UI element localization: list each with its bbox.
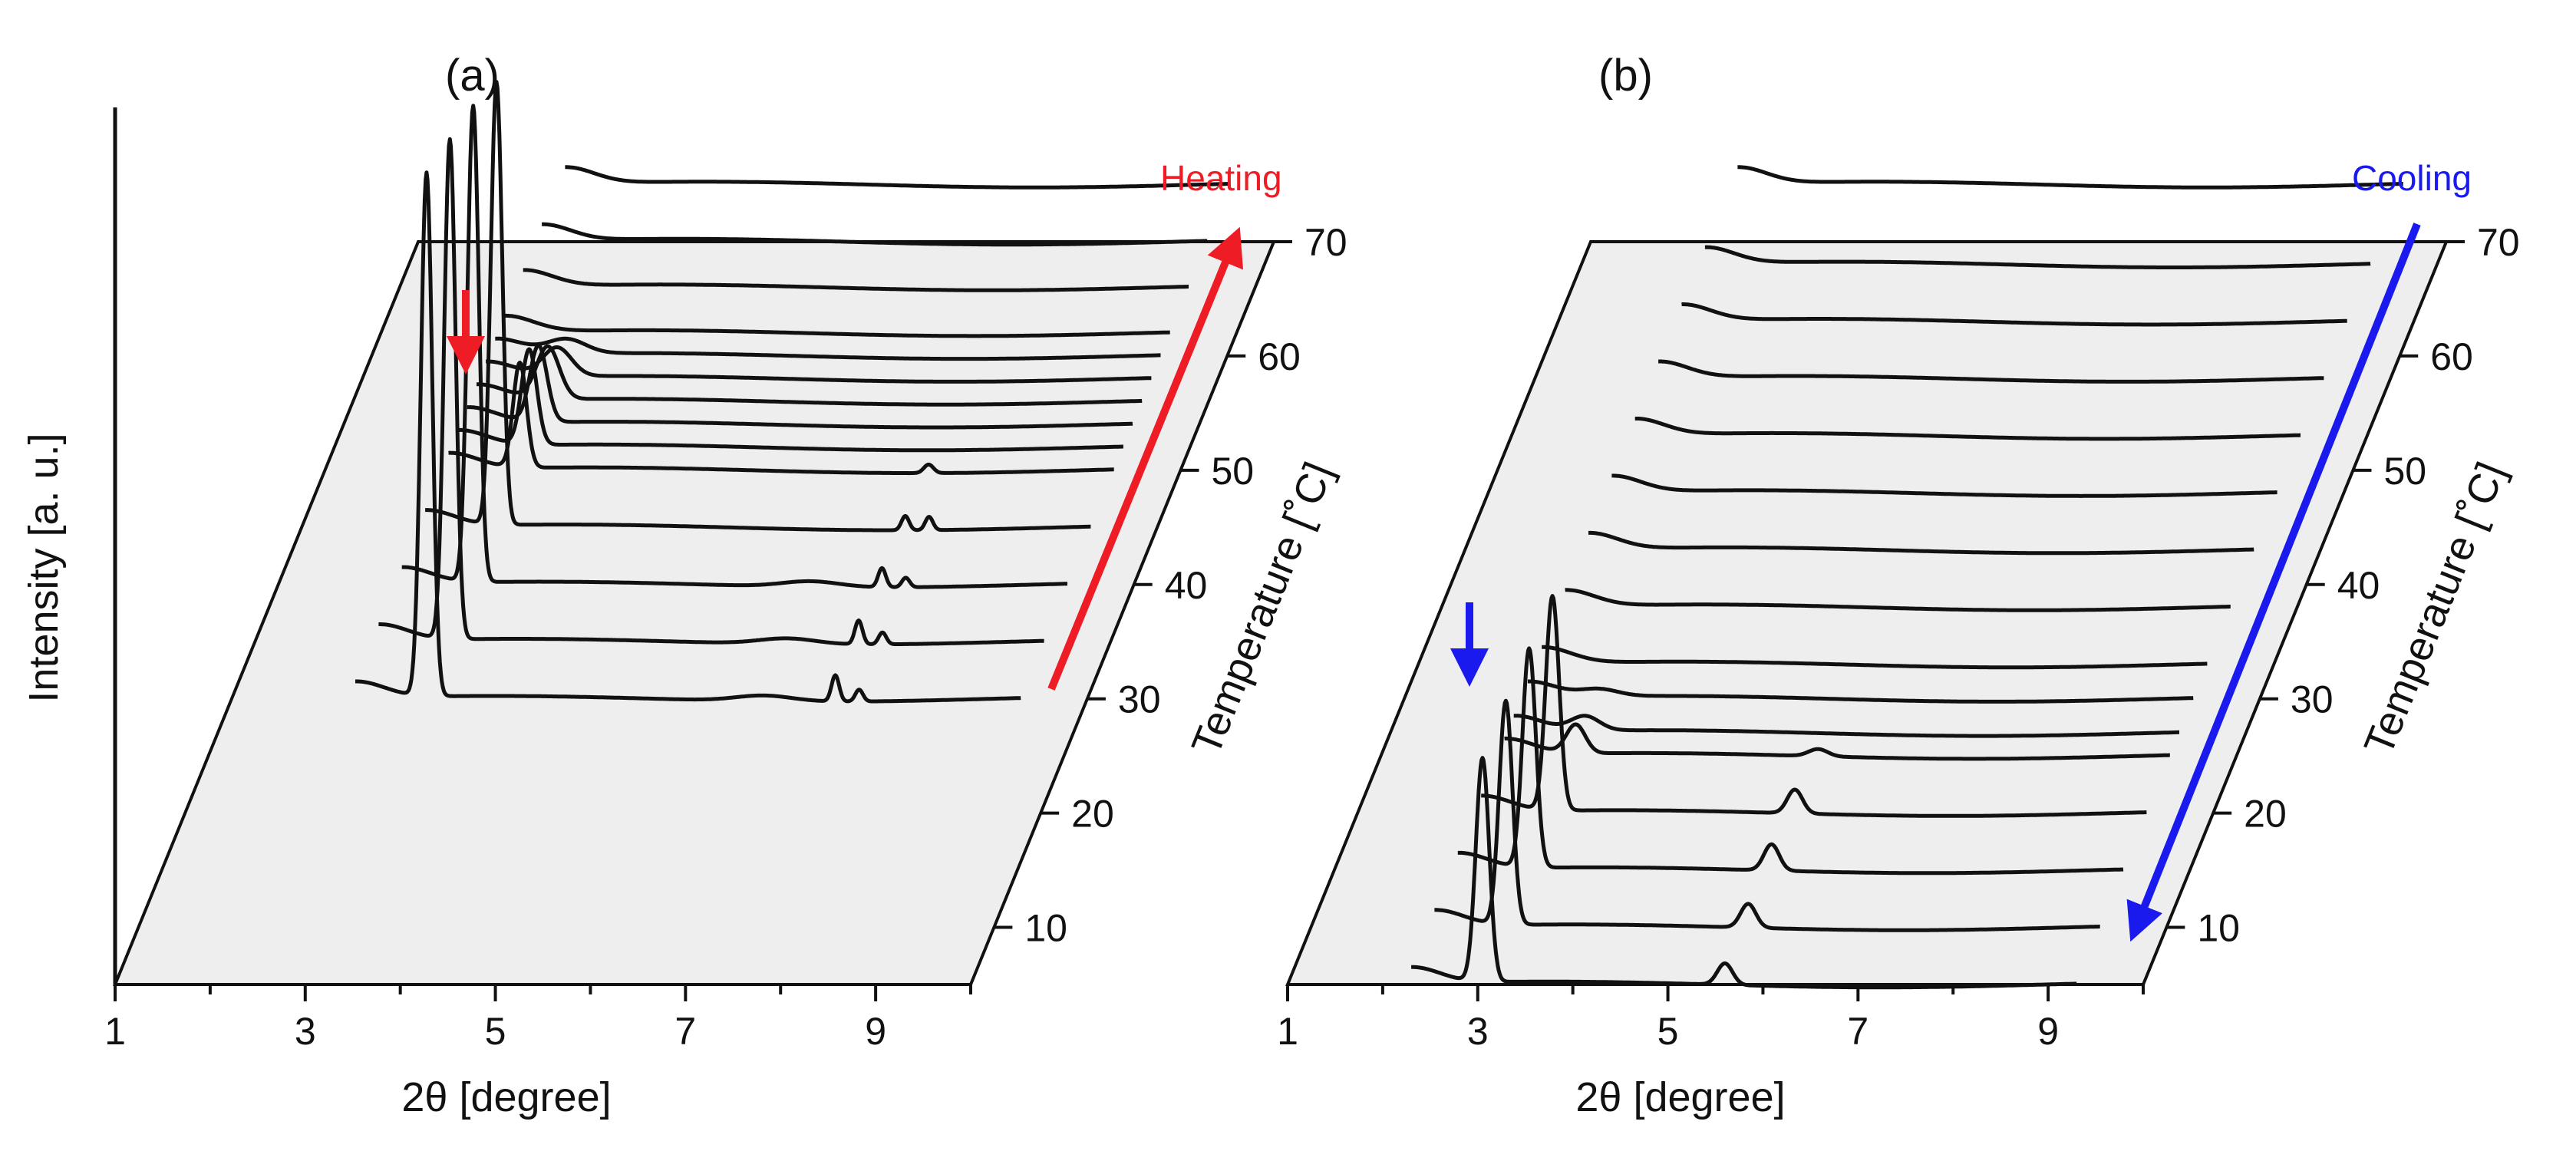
xrd-trace-75 [1737, 165, 2404, 190]
panel-a-title: (a) [445, 51, 500, 101]
panel-b-series [1410, 165, 2404, 990]
cooling-arrow [2126, 223, 2421, 942]
cooling-label: Cooling [2352, 158, 2472, 198]
z-tick-label: 40 [1165, 564, 1208, 607]
z-tick-label: 60 [1258, 335, 1301, 378]
z-tick-label: 70 [2477, 221, 2520, 264]
x-tick-label: 5 [485, 1010, 506, 1053]
x-tick-label: 7 [1847, 1010, 1869, 1053]
z-tick-label: 30 [1118, 678, 1161, 721]
z-tick-label: 20 [1071, 793, 1114, 836]
x-tick-label: 7 [675, 1010, 696, 1053]
z-tick-label: 20 [2244, 793, 2287, 836]
panel-a-zlabel: Temperature [˚C] [1183, 456, 1342, 761]
xrd-trace-25 [1503, 722, 2172, 761]
xrd-trace-58 [1657, 359, 2325, 384]
x-tick-label: 1 [1277, 1010, 1298, 1053]
z-tick-label: 60 [2430, 335, 2473, 378]
x-tick-label: 3 [1467, 1010, 1489, 1053]
xrd-trace-62 [503, 313, 1171, 338]
xrd-trace-10 [1433, 698, 2101, 932]
xrd-trace-63 [1681, 302, 2348, 327]
xrd-trace-5 [1410, 756, 2078, 990]
xrd-trace-30 [1526, 679, 2195, 704]
panel-a-series [354, 80, 1232, 704]
panel-a: 1 3 5 7 9 10 20 30 40 50 60 70 (a) Intensity [a. u… [21, 51, 1347, 1120]
xrd-trace-53 [1634, 417, 2302, 441]
x-tick-label: 9 [2037, 1010, 2059, 1053]
xrd-trace-43 [1587, 530, 2255, 556]
panel-b-title: (b) [1598, 51, 1653, 101]
heating-arrow [1047, 226, 1244, 691]
panel-a-x-ticks: 1 3 5 7 9 [104, 984, 972, 1053]
xrd-trace-68 [1704, 245, 2372, 269]
panel-a-ylabel: Intensity [a. u.] [21, 433, 67, 702]
xrd-trace-52 [457, 347, 1125, 453]
xrd-trace-27 [1512, 714, 2181, 738]
xrd-trace-56 [475, 344, 1143, 407]
z-tick-label: 50 [2383, 450, 2426, 493]
panel-a-temperature-ticks: 10 20 30 40 50 60 70 [994, 221, 1347, 950]
xrd-trace-66 [522, 268, 1190, 292]
z-tick-label: 70 [1304, 221, 1347, 264]
xrd-trace-20 [1479, 594, 2148, 818]
panel-a-xlabel: 2θ [degree] [401, 1074, 611, 1120]
panel-b-xlabel: 2θ [degree] [1575, 1074, 1785, 1120]
panel-b-x-ticks: 1 3 5 7 9 [1277, 984, 2145, 1053]
panel-b: 1 3 5 7 9 10 20 30 40 50 60 70 (b) 2θ [degree] Tem… [1277, 51, 2520, 1120]
panel-b-temperature-ticks: 10 20 30 40 50 60 70 [2166, 221, 2520, 950]
z-tick-label: 30 [2291, 678, 2334, 721]
xrd-trace-50 [447, 361, 1115, 476]
z-tick-label: 10 [1024, 907, 1067, 950]
xrd-trace-54 [466, 343, 1134, 430]
z-tick-label: 40 [2337, 564, 2380, 607]
xrd-trace-38 [1564, 588, 2232, 612]
xrd-trace-35 [378, 137, 1045, 646]
panel-b-zlabel: Temperature [˚C] [2356, 456, 2515, 761]
xrd-trace-60 [494, 336, 1162, 361]
x-tick-label: 1 [104, 1010, 126, 1053]
xrd-trace-45 [424, 80, 1092, 533]
xrd-trace-48 [1611, 473, 2278, 498]
xrd-trace-30 [354, 170, 1022, 704]
heating-label: Heating [1160, 158, 1282, 198]
xrd-trace-33 [1540, 645, 2208, 670]
xrd-trace-40 [401, 104, 1069, 589]
x-tick-label: 3 [295, 1010, 316, 1053]
x-tick-label: 5 [1657, 1010, 1679, 1053]
xrd-trace-15 [1456, 646, 2125, 876]
z-tick-label: 10 [2197, 907, 2240, 950]
xrd-trace-70 [540, 222, 1209, 247]
xrd-trace-58 [484, 345, 1153, 384]
z-tick-label: 50 [1211, 450, 1254, 493]
x-tick-label: 9 [865, 1010, 886, 1053]
xrd-trace-75 [564, 165, 1232, 190]
